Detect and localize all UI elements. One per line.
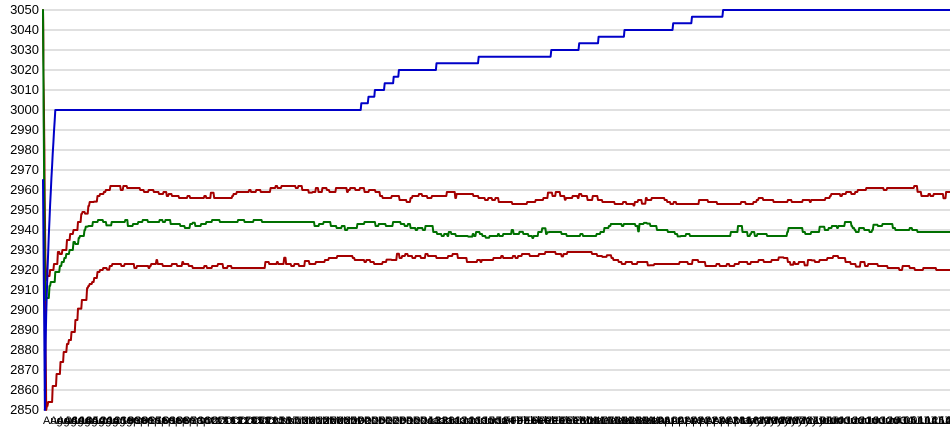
svg-text:2990: 2990 bbox=[10, 122, 39, 137]
svg-text:3050: 3050 bbox=[10, 2, 39, 17]
svg-text:3040: 3040 bbox=[10, 22, 39, 37]
svg-text:Jul 02: Jul 02 bbox=[943, 415, 950, 427]
svg-text:2970: 2970 bbox=[10, 162, 39, 177]
svg-text:2960: 2960 bbox=[10, 182, 39, 197]
svg-text:2980: 2980 bbox=[10, 142, 39, 157]
svg-text:2890: 2890 bbox=[10, 322, 39, 337]
svg-text:2850: 2850 bbox=[10, 402, 39, 417]
svg-text:3010: 3010 bbox=[10, 82, 39, 97]
svg-text:2910: 2910 bbox=[10, 282, 39, 297]
svg-text:2900: 2900 bbox=[10, 302, 39, 317]
svg-text:2870: 2870 bbox=[10, 362, 39, 377]
svg-text:3030: 3030 bbox=[10, 42, 39, 57]
svg-text:2920: 2920 bbox=[10, 262, 39, 277]
svg-text:3020: 3020 bbox=[10, 62, 39, 77]
svg-text:2950: 2950 bbox=[10, 202, 39, 217]
svg-text:3000: 3000 bbox=[10, 102, 39, 117]
svg-text:2930: 2930 bbox=[10, 242, 39, 257]
svg-text:2880: 2880 bbox=[10, 342, 39, 357]
svg-text:2940: 2940 bbox=[10, 222, 39, 237]
svg-text:2860: 2860 bbox=[10, 382, 39, 397]
